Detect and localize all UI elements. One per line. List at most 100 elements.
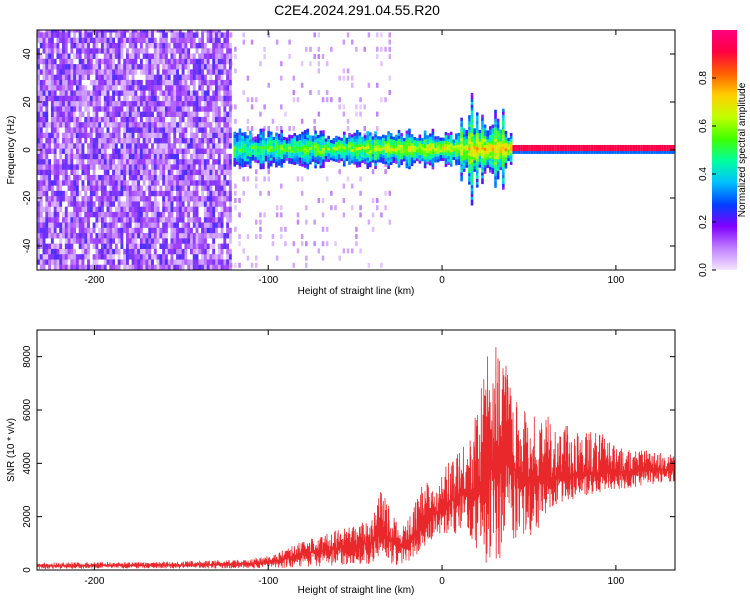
heatmap-cell [465, 144, 469, 148]
heatmap-cell [100, 201, 104, 207]
heatmap-cell [181, 138, 185, 144]
heatmap-cell [87, 180, 90, 186]
heatmap-cell [481, 114, 484, 118]
heatmap-cell [98, 30, 102, 33]
heatmap-cell [48, 58, 52, 65]
heatmap-cell [447, 161, 450, 166]
heatmap-cell [198, 169, 202, 176]
heatmap-cell [249, 139, 252, 143]
heatmap-cell [189, 169, 193, 176]
heatmap-cell [117, 264, 121, 270]
heatmap-cell [195, 148, 199, 154]
heatmap-cell [496, 118, 500, 122]
heatmap-cell [62, 64, 65, 70]
heatmap-cell [184, 159, 188, 165]
heatmap-cell [120, 190, 124, 197]
heatmap-cell [212, 58, 216, 65]
heatmap-cell [192, 174, 196, 181]
heatmap-cell [137, 53, 141, 59]
heatmap-cell [173, 37, 177, 44]
heatmap-cell [153, 58, 157, 65]
heatmap-cell [234, 68, 237, 74]
heatmap-cell [254, 139, 257, 143]
heatmap-cell [92, 180, 96, 186]
heatmap-cell [39, 217, 43, 223]
heatmap-cell [173, 95, 177, 102]
heatmap-cell [342, 68, 346, 74]
heatmap-cell [45, 42, 49, 49]
heatmap-cell [195, 233, 199, 239]
heatmap-cell [483, 153, 487, 157]
heatmap-cell [359, 248, 362, 254]
heatmap-cell [462, 139, 466, 144]
heatmap-cell [277, 148, 281, 152]
heatmap-cell [117, 159, 121, 165]
heatmap-cell [189, 95, 193, 102]
heatmap-cell [75, 106, 79, 112]
heatmap-cell [70, 69, 74, 75]
heatmap-cell [374, 131, 377, 135]
heatmap-cell [426, 141, 430, 145]
heatmap-cell [75, 206, 79, 213]
heatmap-cell [379, 159, 383, 163]
heatmap-cell [137, 127, 141, 133]
heatmap-cell [70, 101, 74, 107]
heatmap-cell [62, 85, 65, 91]
heatmap-cell [156, 174, 160, 181]
heatmap-cell [112, 106, 115, 112]
heatmap-cell [134, 169, 138, 176]
heatmap-cell [37, 217, 40, 223]
y-tick-label: 6000 [22, 398, 33, 421]
heatmap-cell [228, 196, 232, 202]
heatmap-cell [192, 238, 196, 244]
heatmap-cell [131, 259, 135, 265]
heatmap-cell [275, 161, 278, 165]
heatmap-cell [100, 264, 104, 270]
heatmap-cell [42, 90, 46, 96]
heatmap-cell [70, 159, 74, 165]
colorbar-tick-label: 0.6 [698, 119, 709, 133]
heatmap-cell [42, 227, 46, 234]
heatmap-cell [426, 135, 430, 139]
heatmap-cell [59, 74, 63, 81]
heatmap-cell [238, 145, 242, 149]
heatmap-cell [228, 259, 232, 265]
heatmap-cell [314, 162, 317, 166]
heatmap-cell [635, 147, 638, 152]
heatmap-cell [465, 153, 469, 157]
heatmap-cell [142, 169, 146, 176]
heatmap-cell [126, 164, 129, 170]
heatmap-cell [184, 248, 188, 255]
heatmap-cell [187, 30, 191, 33]
heatmap-cell [37, 227, 40, 234]
heatmap-cell [455, 139, 458, 143]
heatmap-cell [481, 143, 484, 147]
heatmap-cell [338, 104, 341, 110]
heatmap-cell [319, 144, 323, 149]
heatmap-cell [67, 79, 71, 86]
heatmap-cell [303, 132, 307, 137]
heatmap-cell [507, 146, 510, 150]
heatmap-cell [470, 92, 474, 97]
heatmap-cell [89, 53, 93, 59]
heatmap-cell [491, 136, 495, 140]
heatmap-cell [413, 148, 416, 152]
heatmap-cell [298, 142, 302, 146]
heatmap-cell [236, 138, 239, 142]
heatmap-cell [303, 130, 307, 134]
heatmap-cell [236, 155, 239, 159]
heatmap-cell [153, 238, 157, 244]
heatmap-cell [162, 79, 166, 86]
heatmap-cell [192, 42, 196, 49]
heatmap-cell [380, 46, 383, 52]
heatmap-cell [198, 148, 202, 154]
heatmap-cell [457, 132, 461, 137]
heatmap-cell [585, 144, 589, 149]
heatmap-cell [112, 127, 115, 133]
heatmap-cell [402, 138, 406, 142]
heatmap-cell [176, 127, 179, 133]
heatmap-cell [45, 259, 49, 265]
heatmap-cell [53, 206, 57, 213]
heatmap-cell [120, 48, 124, 54]
heatmap-cell [42, 164, 46, 170]
